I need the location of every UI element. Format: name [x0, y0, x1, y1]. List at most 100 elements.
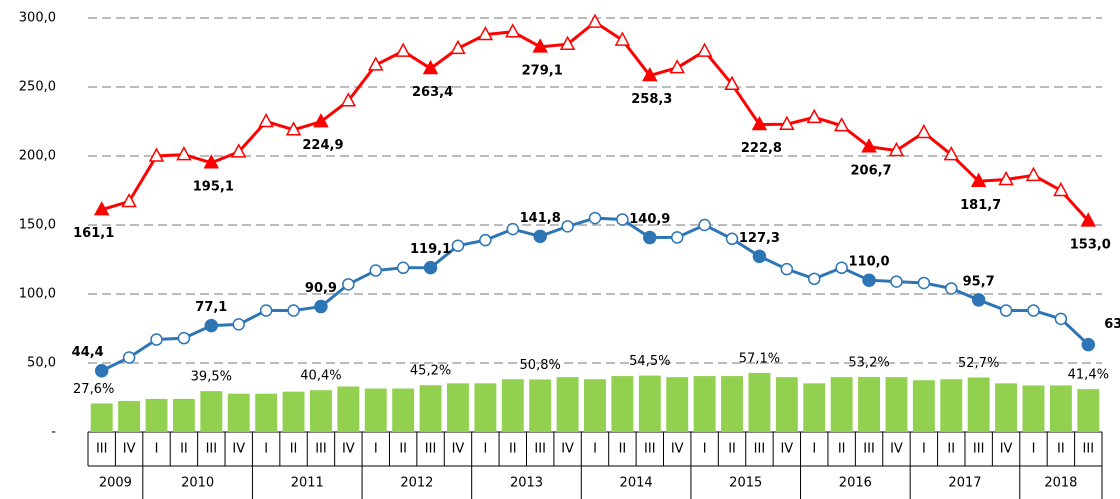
- value-label: 77,1: [195, 300, 227, 315]
- marker: [533, 229, 547, 244]
- marker: [451, 239, 465, 252]
- bar: [885, 377, 908, 432]
- y-tick-label: 300,0: [19, 11, 56, 26]
- marker: [999, 304, 1013, 317]
- bar: [584, 379, 606, 432]
- marker: [177, 331, 191, 345]
- marker: [616, 213, 629, 226]
- x-tick-label: IV: [561, 442, 574, 457]
- marker: [916, 123, 932, 139]
- value-label: 263,4: [412, 85, 453, 100]
- marker: [259, 304, 273, 317]
- bar: [255, 393, 278, 432]
- marker: [204, 318, 219, 333]
- x-tick-label: III: [206, 442, 218, 457]
- x-tick-label: II: [180, 442, 188, 457]
- x-tick-label: IV: [890, 442, 903, 457]
- marker: [479, 233, 492, 247]
- x-tick-label: I: [1032, 442, 1036, 457]
- bar: [501, 379, 524, 432]
- year-label: 2009: [99, 476, 132, 491]
- line: [101, 20, 1090, 222]
- value-label: 44,4: [72, 345, 104, 360]
- bar-value-label: 39,5%: [191, 370, 232, 385]
- x-tick-label: IV: [452, 442, 465, 457]
- bar: [309, 390, 332, 432]
- marker: [1027, 304, 1040, 317]
- x-tick-label: III: [425, 442, 437, 457]
- x-tick-label: II: [619, 442, 627, 457]
- x-tick-label: II: [399, 442, 407, 457]
- marker: [588, 211, 602, 225]
- marker: [314, 299, 328, 314]
- marker: [998, 170, 1014, 186]
- marker: [917, 276, 931, 290]
- year-label: 2018: [1044, 476, 1077, 491]
- marker: [696, 42, 713, 57]
- year-label: 2010: [181, 476, 214, 491]
- marker: [176, 146, 192, 161]
- y-tick-label: -: [51, 425, 56, 440]
- bar: [1049, 385, 1072, 432]
- year-label: 2011: [291, 476, 324, 491]
- bar-value-label: 40,4%: [300, 369, 341, 384]
- x-tick-label: III: [534, 442, 546, 457]
- bar: [447, 383, 469, 432]
- value-label: 90,9: [305, 281, 337, 296]
- x-tick-label: III: [96, 442, 108, 457]
- value-label: 63,3: [1104, 317, 1120, 332]
- bar: [419, 385, 442, 432]
- bar: [666, 377, 689, 432]
- x-tick-label: IV: [780, 442, 793, 457]
- bar-value-label: 54,5%: [629, 354, 670, 369]
- bar-value-label: 41,4%: [1068, 368, 1109, 383]
- marker: [751, 115, 768, 131]
- x-tick-label: II: [947, 442, 955, 457]
- year-label: 2012: [400, 476, 433, 491]
- y-tick-label: 150,0: [19, 218, 56, 233]
- bar: [967, 377, 990, 432]
- bar: [611, 376, 634, 432]
- bar-value-label: 57,1%: [739, 351, 780, 366]
- year-label: 2014: [620, 476, 653, 491]
- bar: [748, 372, 771, 432]
- marker: [203, 154, 220, 169]
- marker: [367, 56, 384, 71]
- x-tick-label: III: [644, 442, 656, 457]
- bar: [721, 376, 743, 432]
- bar: [775, 377, 798, 432]
- marker: [806, 108, 823, 124]
- value-label: 279,1: [522, 63, 563, 78]
- x-tick-label: III: [973, 442, 985, 457]
- bar: [638, 375, 661, 432]
- marker: [285, 121, 302, 136]
- y-tick-label: 250,0: [19, 80, 56, 95]
- value-label: 222,8: [741, 141, 782, 156]
- bar: [200, 391, 223, 432]
- marker: [422, 59, 439, 75]
- value-label: 153,0: [1070, 237, 1111, 252]
- x-tick-label: III: [315, 442, 327, 457]
- x-tick-label: III: [754, 442, 766, 457]
- x-tick-label: I: [483, 442, 487, 457]
- marker: [230, 143, 247, 158]
- marker: [1025, 166, 1042, 182]
- bar: [172, 398, 195, 432]
- y-tick-label: 100,0: [19, 287, 56, 302]
- marker: [752, 249, 767, 264]
- marker: [505, 23, 521, 38]
- x-tick-label: I: [593, 442, 597, 457]
- marker: [121, 192, 137, 208]
- marker: [396, 261, 410, 275]
- bar: [830, 377, 853, 432]
- marker: [1054, 312, 1068, 326]
- marker: [258, 112, 274, 128]
- value-label: 127,3: [739, 231, 780, 246]
- marker: [807, 272, 821, 286]
- marker: [643, 230, 657, 245]
- year-label: 2015: [729, 476, 762, 491]
- value-label: 206,7: [850, 163, 891, 178]
- bar: [392, 388, 415, 432]
- marker: [862, 273, 876, 287]
- x-tick-label: I: [922, 442, 926, 457]
